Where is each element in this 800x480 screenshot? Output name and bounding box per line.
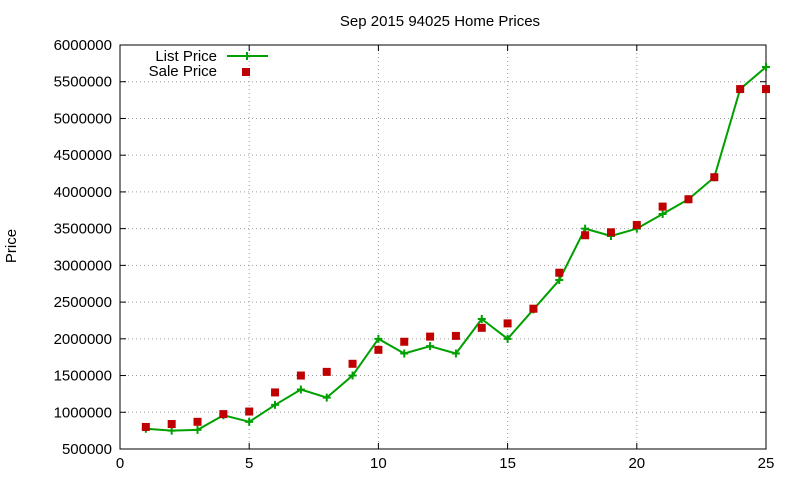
sale-price-point: [296, 371, 305, 380]
sale-price-point: [503, 319, 512, 328]
x-tick-label: 0: [116, 455, 124, 472]
list-price-point: [503, 334, 512, 343]
list-price-point: [762, 63, 770, 72]
legend-plus-marker: [243, 52, 251, 60]
y-tick-label: 2500000: [54, 294, 112, 311]
sale-price-point: [555, 268, 564, 277]
sale-price-point: [658, 202, 667, 211]
list-price-point: [296, 385, 305, 394]
sale-price-point: [141, 422, 150, 431]
sale-price-point: [762, 85, 770, 94]
list-price-point: [555, 276, 564, 285]
y-tick-label: 1000000: [54, 404, 112, 421]
y-tick-label: 1500000: [54, 368, 112, 385]
y-tick-label: 5500000: [54, 74, 112, 91]
y-tick-label: 500000: [62, 441, 112, 458]
list-price-point: [400, 349, 409, 358]
list-price-point: [451, 349, 460, 358]
x-tick-label: 5: [245, 455, 253, 472]
sale-price-point: [193, 417, 202, 426]
list-price-point: [322, 393, 331, 402]
sale-price-point: [606, 228, 615, 237]
y-tick-label: 4000000: [54, 184, 112, 201]
grid: [120, 45, 766, 449]
sale-price-point: [529, 304, 538, 313]
series: [141, 63, 770, 435]
sale-price-point: [477, 323, 486, 332]
legend-label-sale-price: Sale Price: [149, 63, 217, 80]
list-price-point: [348, 371, 357, 380]
sale-price-point: [710, 173, 719, 182]
x-tick-label: 10: [370, 455, 387, 472]
list-price-point: [193, 425, 202, 434]
y-tick-label: 5000000: [54, 110, 112, 127]
sale-price-point: [581, 231, 590, 240]
x-tick-label: 25: [758, 455, 775, 472]
series-sale-price: [141, 85, 770, 431]
y-tick-label: 3500000: [54, 221, 112, 238]
sale-price-point: [632, 220, 641, 229]
y-tick-label: 3000000: [54, 257, 112, 274]
plot-frame: [119, 44, 767, 450]
list-price-point: [477, 314, 486, 323]
list-price-point: [245, 417, 254, 426]
chart-title: Sep 2015 94025 Home Prices: [340, 13, 540, 30]
y-axis-label: Price: [3, 229, 20, 263]
list-price-point: [271, 400, 280, 409]
sale-price-point: [684, 195, 693, 204]
y-tick-label: 4500000: [54, 147, 112, 164]
legend-marker-list-price: [243, 52, 251, 60]
list-price-line: [145, 66, 767, 432]
sale-price-point: [374, 345, 383, 354]
y-tick-label: 6000000: [54, 37, 112, 54]
list-price-point: [426, 342, 435, 351]
sale-price-point: [451, 331, 460, 340]
sale-price-point: [400, 337, 409, 346]
legend-label-list-price: List Price: [155, 48, 217, 65]
sale-price-point: [322, 367, 331, 376]
x-tick-label: 15: [499, 455, 516, 472]
list-price-point: [658, 209, 667, 218]
x-tick-label: 20: [628, 455, 645, 472]
sale-price-point: [736, 85, 745, 94]
sale-price-point: [271, 388, 280, 397]
legend-marker-sale-price: [242, 68, 250, 76]
legend: List Price Sale Price: [149, 48, 268, 80]
sale-price-point: [245, 407, 254, 416]
axis-ticks: 0 5 10 15 20 25 500000 1000000 1500000 2000000 250…: [54, 37, 775, 472]
sale-price-point: [426, 332, 435, 341]
list-price-point: [374, 334, 383, 343]
y-tick-label: 2000000: [54, 331, 112, 348]
sale-price-point: [219, 410, 228, 419]
sale-price-point: [167, 420, 176, 429]
sale-price-point: [348, 359, 357, 368]
